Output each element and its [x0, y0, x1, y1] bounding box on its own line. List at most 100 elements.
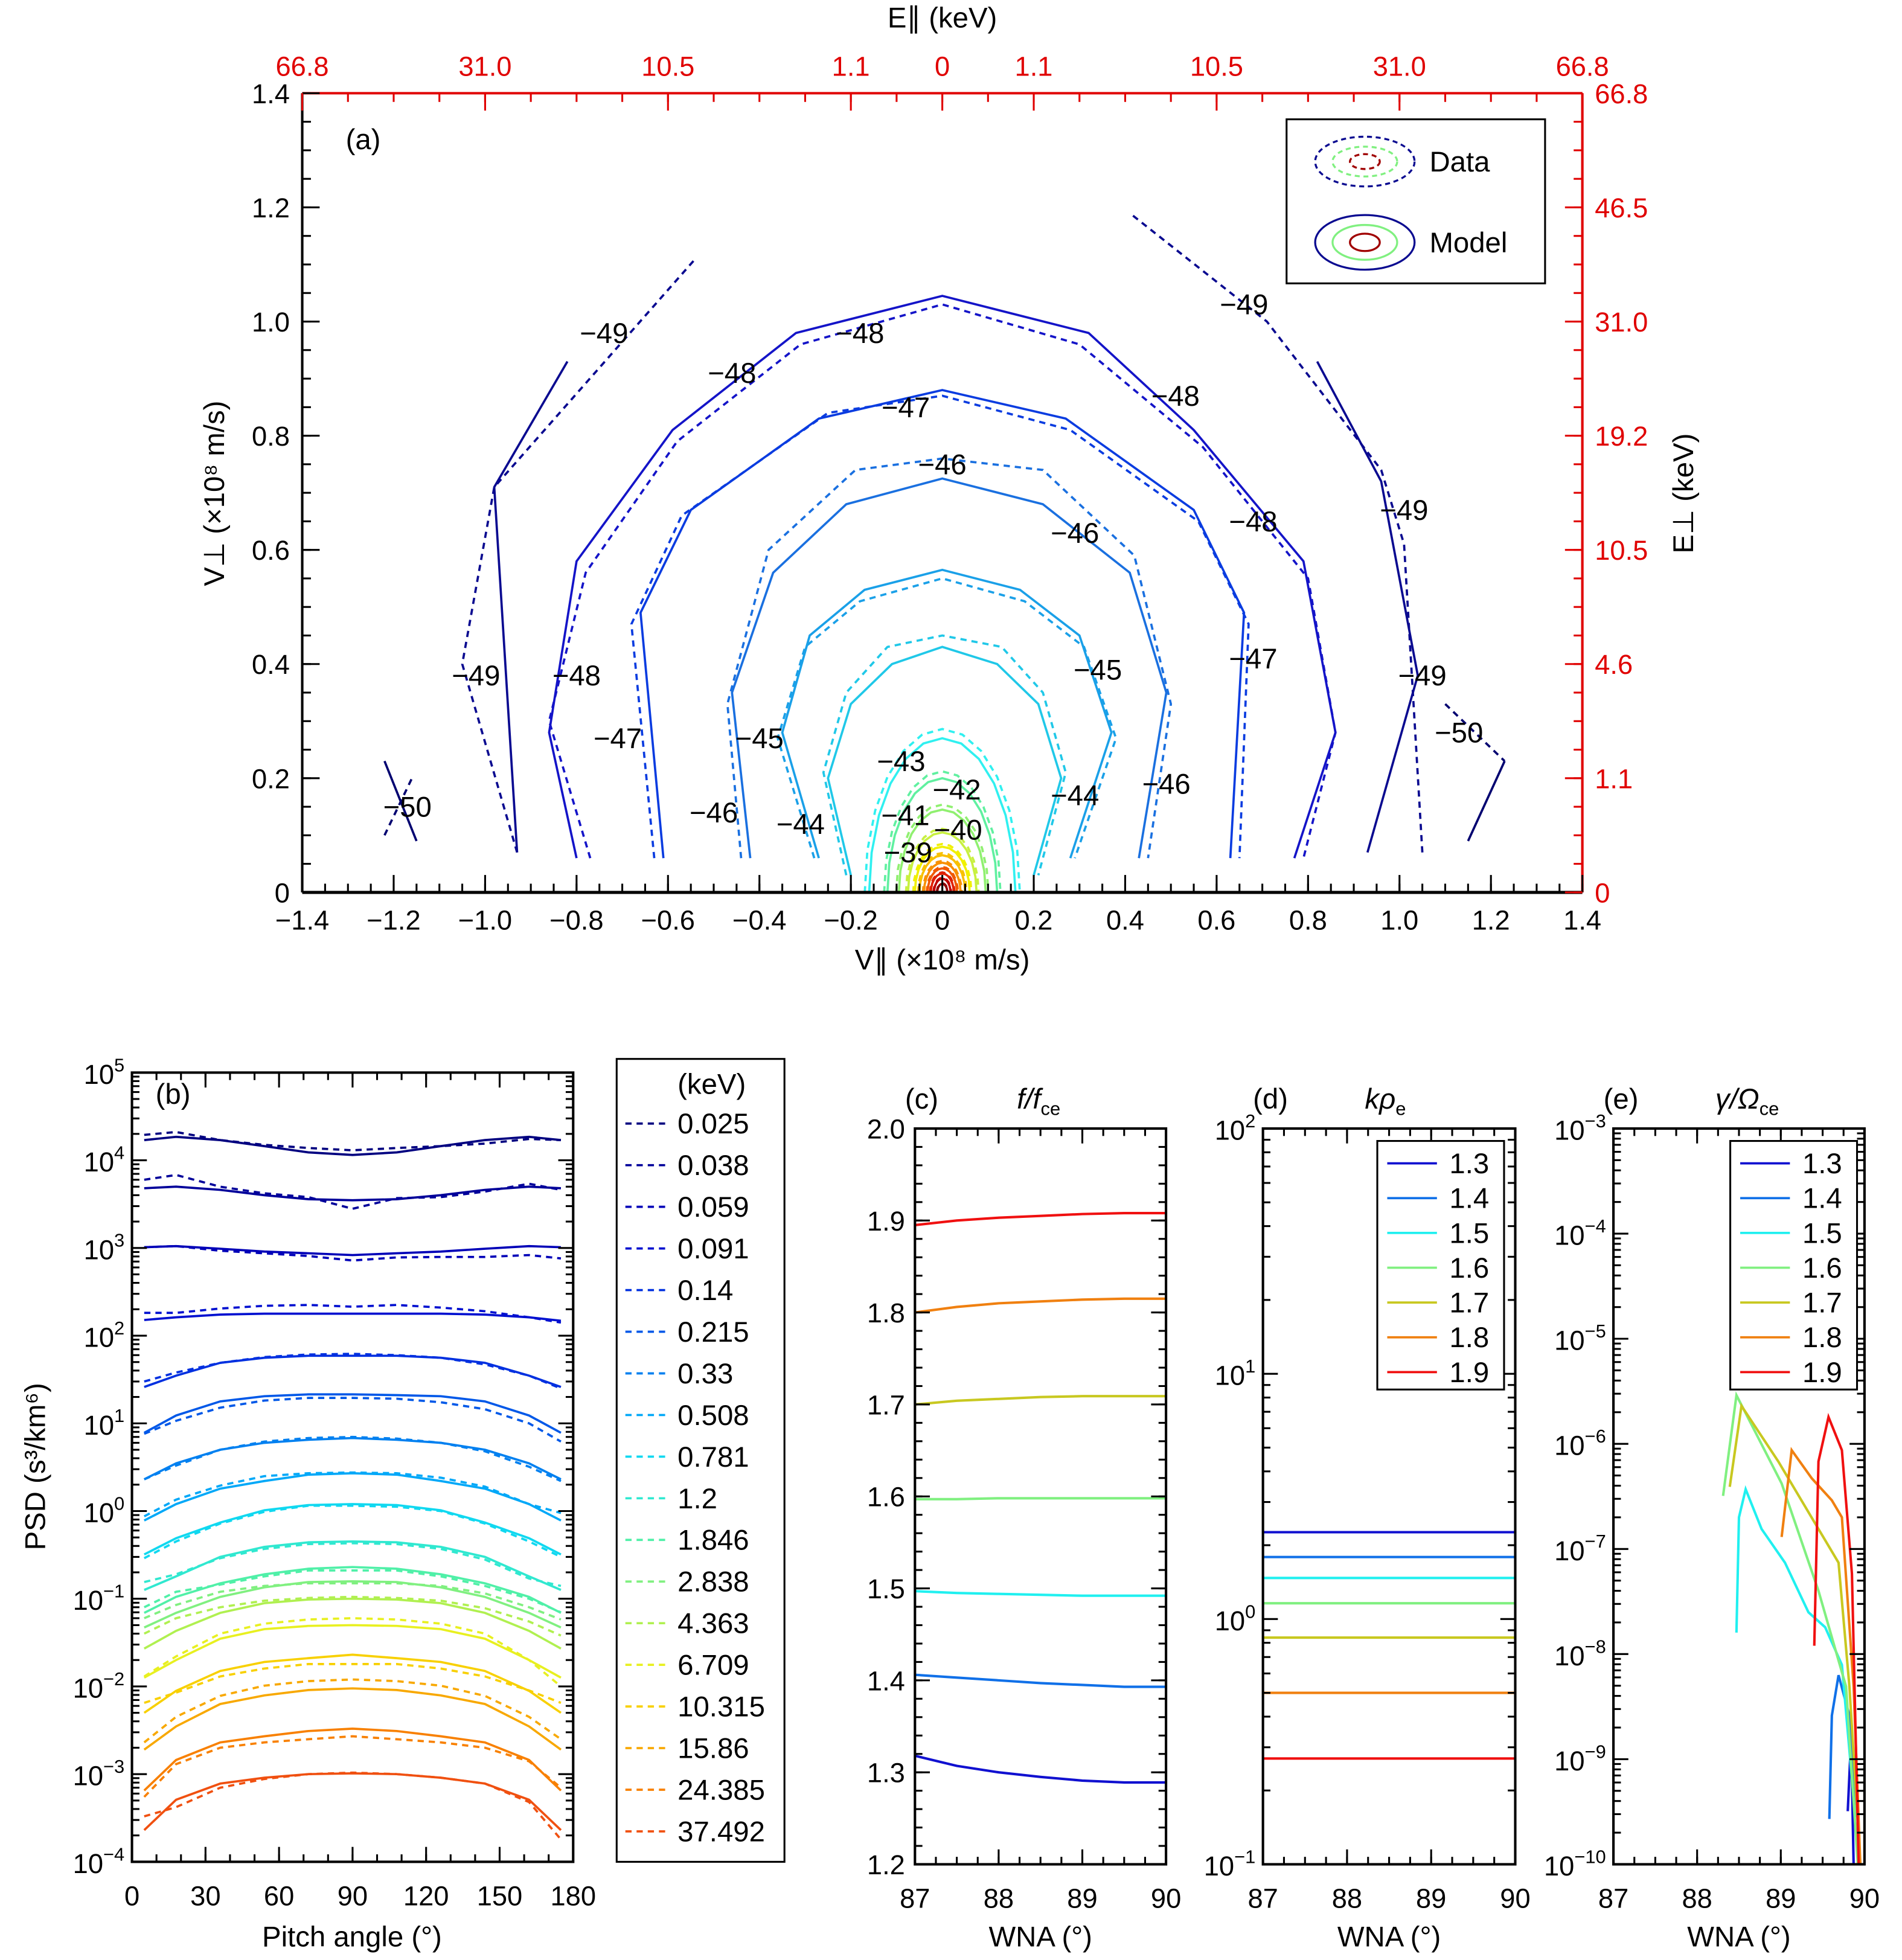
data-contour: [917, 851, 968, 893]
legend-label: 0.14: [677, 1275, 733, 1307]
plot-frame: [914, 1127, 1168, 1866]
x-tick-label: −0.2: [824, 905, 877, 936]
legend-label: 4.363: [677, 1608, 749, 1640]
x-tick-label: 0.2: [1015, 905, 1053, 936]
y-tick-label: 1.6: [867, 1482, 905, 1513]
contour-label: −48: [708, 357, 756, 389]
y-tick-label: 0.8: [252, 421, 290, 452]
legend-label: 10.315: [677, 1691, 765, 1723]
right-tick-label: 1.1: [1595, 763, 1633, 794]
model-contour: [493, 360, 569, 853]
y-tick-label: 10−1: [73, 1581, 125, 1616]
data-line: [144, 1130, 562, 1151]
y-tick-label: 105: [84, 1054, 125, 1090]
right-tick-label: 10.5: [1595, 535, 1648, 566]
y-tick-label: 10−10: [1544, 1846, 1606, 1882]
panel-title: kρe: [1365, 1083, 1406, 1119]
contour-label: −46: [1142, 769, 1190, 801]
plot-frame: [130, 1071, 575, 1863]
data-line: [144, 1771, 562, 1840]
top-tick-label: 1.1: [832, 51, 870, 82]
legend-label: 1.7: [1802, 1287, 1842, 1319]
x-tick-label: 1.0: [1380, 905, 1418, 936]
contour-label: −41: [881, 800, 929, 832]
x-tick-label: 88: [984, 1883, 1014, 1914]
y-tick-label: 0.2: [252, 763, 290, 794]
data-line: [143, 1678, 562, 1744]
panel-d: 87 88 89 90 10−1 100 101 102(d) kρe WNA (°) 1.31.4…: [1204, 1083, 1531, 1953]
data-contour: [883, 770, 1002, 893]
legend-label: 1.5: [1802, 1217, 1842, 1249]
plot-frame: [1612, 1127, 1866, 1866]
panel-e: 87 88 89 90 10−10 10−9 10−8 10−7 10−6 10−5 10−4 10−…: [1544, 1083, 1880, 1953]
panel-a: −49 −49 −49 −49 −49 −50 −50 −48 −48 −48 −48 −48 −47 −…: [199, 2, 1700, 976]
data-line: [144, 1174, 562, 1210]
contour-label: −47: [882, 392, 930, 424]
model-contour: [1316, 360, 1419, 853]
contour-label: −48: [552, 660, 601, 692]
data-contour: [926, 865, 959, 893]
series-line: [915, 1497, 1167, 1500]
data-contour: [461, 258, 697, 853]
y-tick-label: 102: [1215, 1110, 1256, 1146]
data-contour: [912, 842, 973, 893]
y-tick-label: 1.2: [252, 193, 290, 223]
y-tick-label: 2.0: [867, 1113, 905, 1144]
x-tick-label: −1.0: [458, 905, 512, 936]
data-line: [144, 1397, 562, 1443]
right-tick-label: 19.2: [1595, 421, 1648, 452]
contour-label: −47: [594, 723, 642, 755]
y-tick-label: 10−4: [73, 1843, 125, 1879]
contour-label: −45: [735, 723, 784, 755]
series-line: [915, 1395, 1167, 1406]
y-tick-label: 1.9: [867, 1206, 905, 1237]
legend: 1.31.41.51.61.71.81.9: [1376, 1140, 1505, 1391]
y-tick-label: 1.4: [252, 78, 290, 109]
data-line: [143, 1735, 562, 1798]
x-axis-title: Pitch angle (°): [262, 1921, 442, 1953]
top-tick-label: 10.5: [641, 51, 694, 82]
x-axis-title: WNA (°): [1687, 1921, 1790, 1953]
data-line: [144, 1244, 562, 1262]
y-tick-label: 10−3: [73, 1756, 125, 1792]
model-line: [144, 1580, 562, 1629]
y-tick-label: 1.3: [867, 1758, 905, 1789]
legend-model-symbol: [1331, 223, 1398, 261]
model-contour: [906, 831, 978, 893]
x-tick-label: 88: [1332, 1883, 1362, 1914]
x-axis-title: WNA (°): [988, 1921, 1092, 1953]
panel-title: f/fce: [1017, 1083, 1060, 1119]
contour-label: −40: [933, 814, 982, 846]
data-line: [143, 1504, 562, 1560]
top-axis-title: E∥ (keV): [888, 2, 997, 34]
legend: (keV) 0.025 0.038 0.059 0.091 0.14 0.215 0.33 0.…: [615, 1058, 786, 1863]
model-line: [143, 1624, 562, 1679]
contour-label: −46: [1051, 517, 1099, 549]
x-axis-title: V∥ (×10⁸ m/s): [855, 944, 1030, 976]
legend-label: 1.9: [1802, 1357, 1842, 1389]
legend-label: 0.059: [677, 1191, 749, 1223]
contour-label: −49: [452, 660, 500, 692]
legend-title: (keV): [677, 1068, 746, 1100]
data-contour: [630, 394, 1250, 859]
model-line: [144, 1312, 562, 1322]
model-contour: [914, 845, 971, 893]
data-contour: [929, 871, 956, 893]
panel-label: (b): [156, 1078, 191, 1110]
contour-label: −42: [932, 774, 981, 806]
legend-label: 1.8: [1449, 1322, 1489, 1354]
x-tick-label: 90: [338, 1880, 368, 1911]
legend-box: [1729, 1140, 1859, 1391]
model-line: [144, 1503, 562, 1555]
legend-label: 1.4: [1449, 1183, 1489, 1215]
legend-label: 37.492: [677, 1816, 765, 1848]
data-line: [144, 1304, 562, 1324]
legend: 1.31.41.51.61.71.81.9: [1729, 1140, 1859, 1391]
y-tick-label: 10−4: [1554, 1215, 1606, 1251]
top-tick-label: 0: [935, 51, 950, 82]
data-contour: [776, 577, 1118, 859]
legend-label: Data: [1429, 146, 1490, 178]
right-tick-label: 46.5: [1595, 193, 1648, 223]
panel-label: (a): [346, 124, 381, 156]
model-line: [144, 1472, 562, 1522]
